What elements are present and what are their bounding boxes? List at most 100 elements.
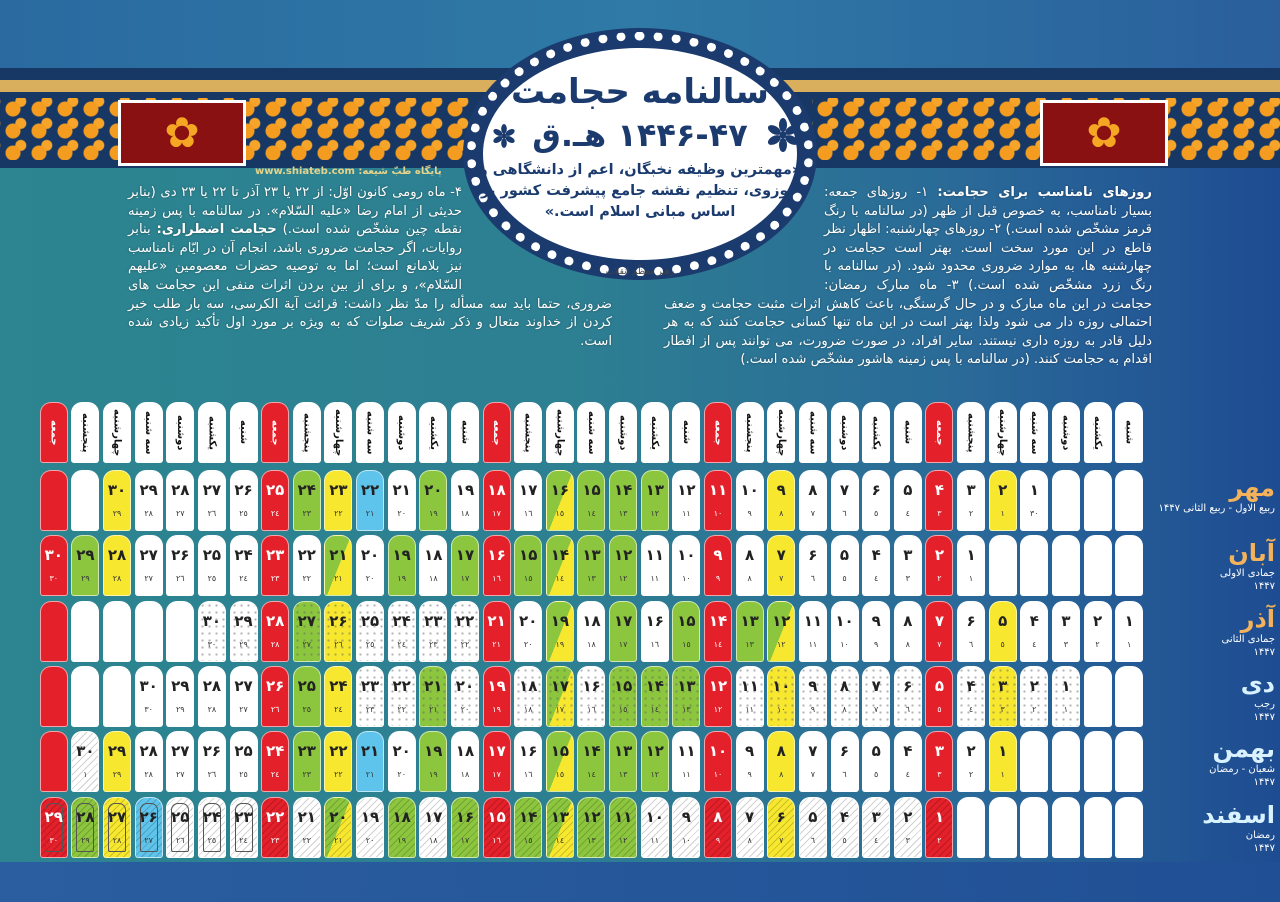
day-cell[interactable]: ۱۴ ١٤ — [545, 535, 574, 597]
day-cell[interactable]: ۲۹ ٢٩ — [229, 600, 258, 662]
day-cell[interactable]: ۱۲ ١١ — [672, 470, 701, 531]
day-cell[interactable]: ۱۴ ١٤ — [703, 600, 732, 662]
day-cell[interactable]: ۲۱ ٢١ — [482, 600, 511, 662]
day-cell[interactable]: ۲۸ ٢٨ — [134, 731, 163, 793]
day-cell[interactable]: ۱ ٣٠ — [1020, 470, 1049, 531]
day-cell[interactable]: ۱۳ ١٣ — [609, 731, 638, 793]
day-cell[interactable]: ۱۱ ١١ — [735, 665, 764, 727]
day-cell[interactable]: ۱۳ ١٤ — [545, 796, 574, 858]
day-cell[interactable]: ۱۹ ٢٠ — [356, 796, 385, 858]
day-cell[interactable]: ۱۹ ١٨ — [450, 470, 479, 531]
day-cell[interactable]: ۲۱ ٢١ — [324, 535, 353, 597]
day-cell[interactable]: ۲۵ ٢٤ — [261, 470, 290, 531]
day-cell[interactable]: ۲۲ ٢٢ — [450, 600, 479, 662]
day-cell[interactable]: ۲۳ ٢٣ — [261, 535, 290, 597]
day-cell[interactable]: ۱۳ ١٣ — [735, 600, 764, 662]
day-cell[interactable]: ۲۳ ٢٢ — [324, 470, 353, 531]
day-cell[interactable]: ۲۱ ٢٠ — [387, 470, 416, 531]
day-cell[interactable]: ۱۱ ١٠ — [703, 470, 732, 531]
day-cell[interactable]: ۳۰ ٣٠ — [39, 535, 68, 597]
day-cell[interactable]: ۱۳ ١٣ — [672, 665, 701, 727]
day-cell[interactable]: ۱۰ ٩ — [735, 470, 764, 531]
day-cell[interactable]: ۱۵ ١٦ — [482, 796, 511, 858]
day-cell[interactable]: ۱۷ ١٨ — [419, 796, 448, 858]
day-cell[interactable]: ۲۴ ٢٥ — [197, 796, 226, 858]
day-cell[interactable]: ۲۴ ٢٣ — [292, 470, 321, 531]
day-cell[interactable]: ۲۲ ٢٢ — [387, 665, 416, 727]
day-cell[interactable]: ۲۷ ٢٧ — [229, 665, 258, 727]
day-cell[interactable]: ۱۷ ١٧ — [545, 665, 574, 727]
day-cell[interactable]: ۲۹ ٢٩ — [103, 731, 132, 793]
day-cell[interactable]: ۱۰ ١٠ — [767, 665, 796, 727]
day-cell[interactable]: ۱۸ ١٨ — [419, 535, 448, 597]
day-cell[interactable]: ۲۷ ٢٨ — [103, 796, 132, 858]
day-cell[interactable]: ۱۵ ١٥ — [609, 665, 638, 727]
day-cell[interactable]: ۹ ١٠ — [672, 796, 701, 858]
day-cell[interactable]: ۲۷ ٢٦ — [197, 470, 226, 531]
day-cell[interactable]: ۲۵ ٢٥ — [197, 535, 226, 597]
day-cell[interactable]: ۲۷ ٢٧ — [166, 731, 195, 793]
day-cell[interactable]: ۱۰ ١٠ — [703, 731, 732, 793]
day-cell[interactable]: ۱۶ ١٦ — [577, 665, 606, 727]
day-cell[interactable]: ۲۰ ١٩ — [419, 470, 448, 531]
day-cell[interactable]: ۱۳ ١٣ — [577, 535, 606, 597]
day-cell[interactable]: ۲۵ ٢٥ — [292, 665, 321, 727]
day-cell[interactable]: ۲۵ ٢٦ — [166, 796, 195, 858]
day-cell[interactable]: ۲۳ ٢٤ — [229, 796, 258, 858]
day-cell[interactable]: ۱۲ ١٢ — [703, 665, 732, 727]
day-cell[interactable]: ۱۷ ١٦ — [514, 470, 543, 531]
day-cell[interactable]: ۱۳ ١٢ — [640, 470, 669, 531]
day-cell[interactable]: ۱۹ ١٩ — [419, 731, 448, 793]
day-cell[interactable]: ۲۱ ٢١ — [356, 731, 385, 793]
day-cell[interactable]: ۱۰ ١١ — [640, 796, 669, 858]
day-cell[interactable]: ۱۸ ١٨ — [577, 600, 606, 662]
day-cell[interactable]: ۲۶ ٢٦ — [261, 665, 290, 727]
day-cell[interactable]: ۲۳ ٢٣ — [356, 665, 385, 727]
day-cell[interactable]: ۲۷ ٢٧ — [134, 535, 163, 597]
day-cell[interactable]: ۱۷ ١٧ — [450, 535, 479, 597]
day-cell[interactable]: ۲۹ ٢٩ — [166, 665, 195, 727]
day-cell[interactable]: ۲۶ ٢٦ — [324, 600, 353, 662]
day-cell[interactable]: ۲۲ ٢٢ — [324, 731, 353, 793]
day-cell[interactable]: ۱۶ ١٦ — [482, 535, 511, 597]
day-cell[interactable]: ۱۵ ١٥ — [514, 535, 543, 597]
day-cell[interactable]: ۲۲ ٢١ — [356, 470, 385, 531]
day-cell[interactable]: ۳۰ ٣٠ — [134, 665, 163, 727]
day-cell[interactable]: ۱۴ ١٤ — [577, 731, 606, 793]
day-cell[interactable]: ۱۲ ١٢ — [640, 731, 669, 793]
day-cell[interactable]: ۲۶ ٢٦ — [197, 731, 226, 793]
day-cell[interactable]: ۲۶ ٢٧ — [134, 796, 163, 858]
day-cell[interactable]: ۲۴ ٢٤ — [324, 665, 353, 727]
day-cell[interactable]: ۱۸ ١٨ — [450, 731, 479, 793]
day-cell[interactable]: ۱۱ ١٢ — [609, 796, 638, 858]
day-cell[interactable]: ۱۹ ١٩ — [545, 600, 574, 662]
day-cell[interactable]: ۲۶ ٢٦ — [166, 535, 195, 597]
day-cell[interactable]: ۱۲ ١٣ — [577, 796, 606, 858]
site-url[interactable]: www.shiateb.com — [255, 166, 355, 177]
day-cell[interactable]: ۲۹ ٢٩ — [71, 535, 100, 597]
